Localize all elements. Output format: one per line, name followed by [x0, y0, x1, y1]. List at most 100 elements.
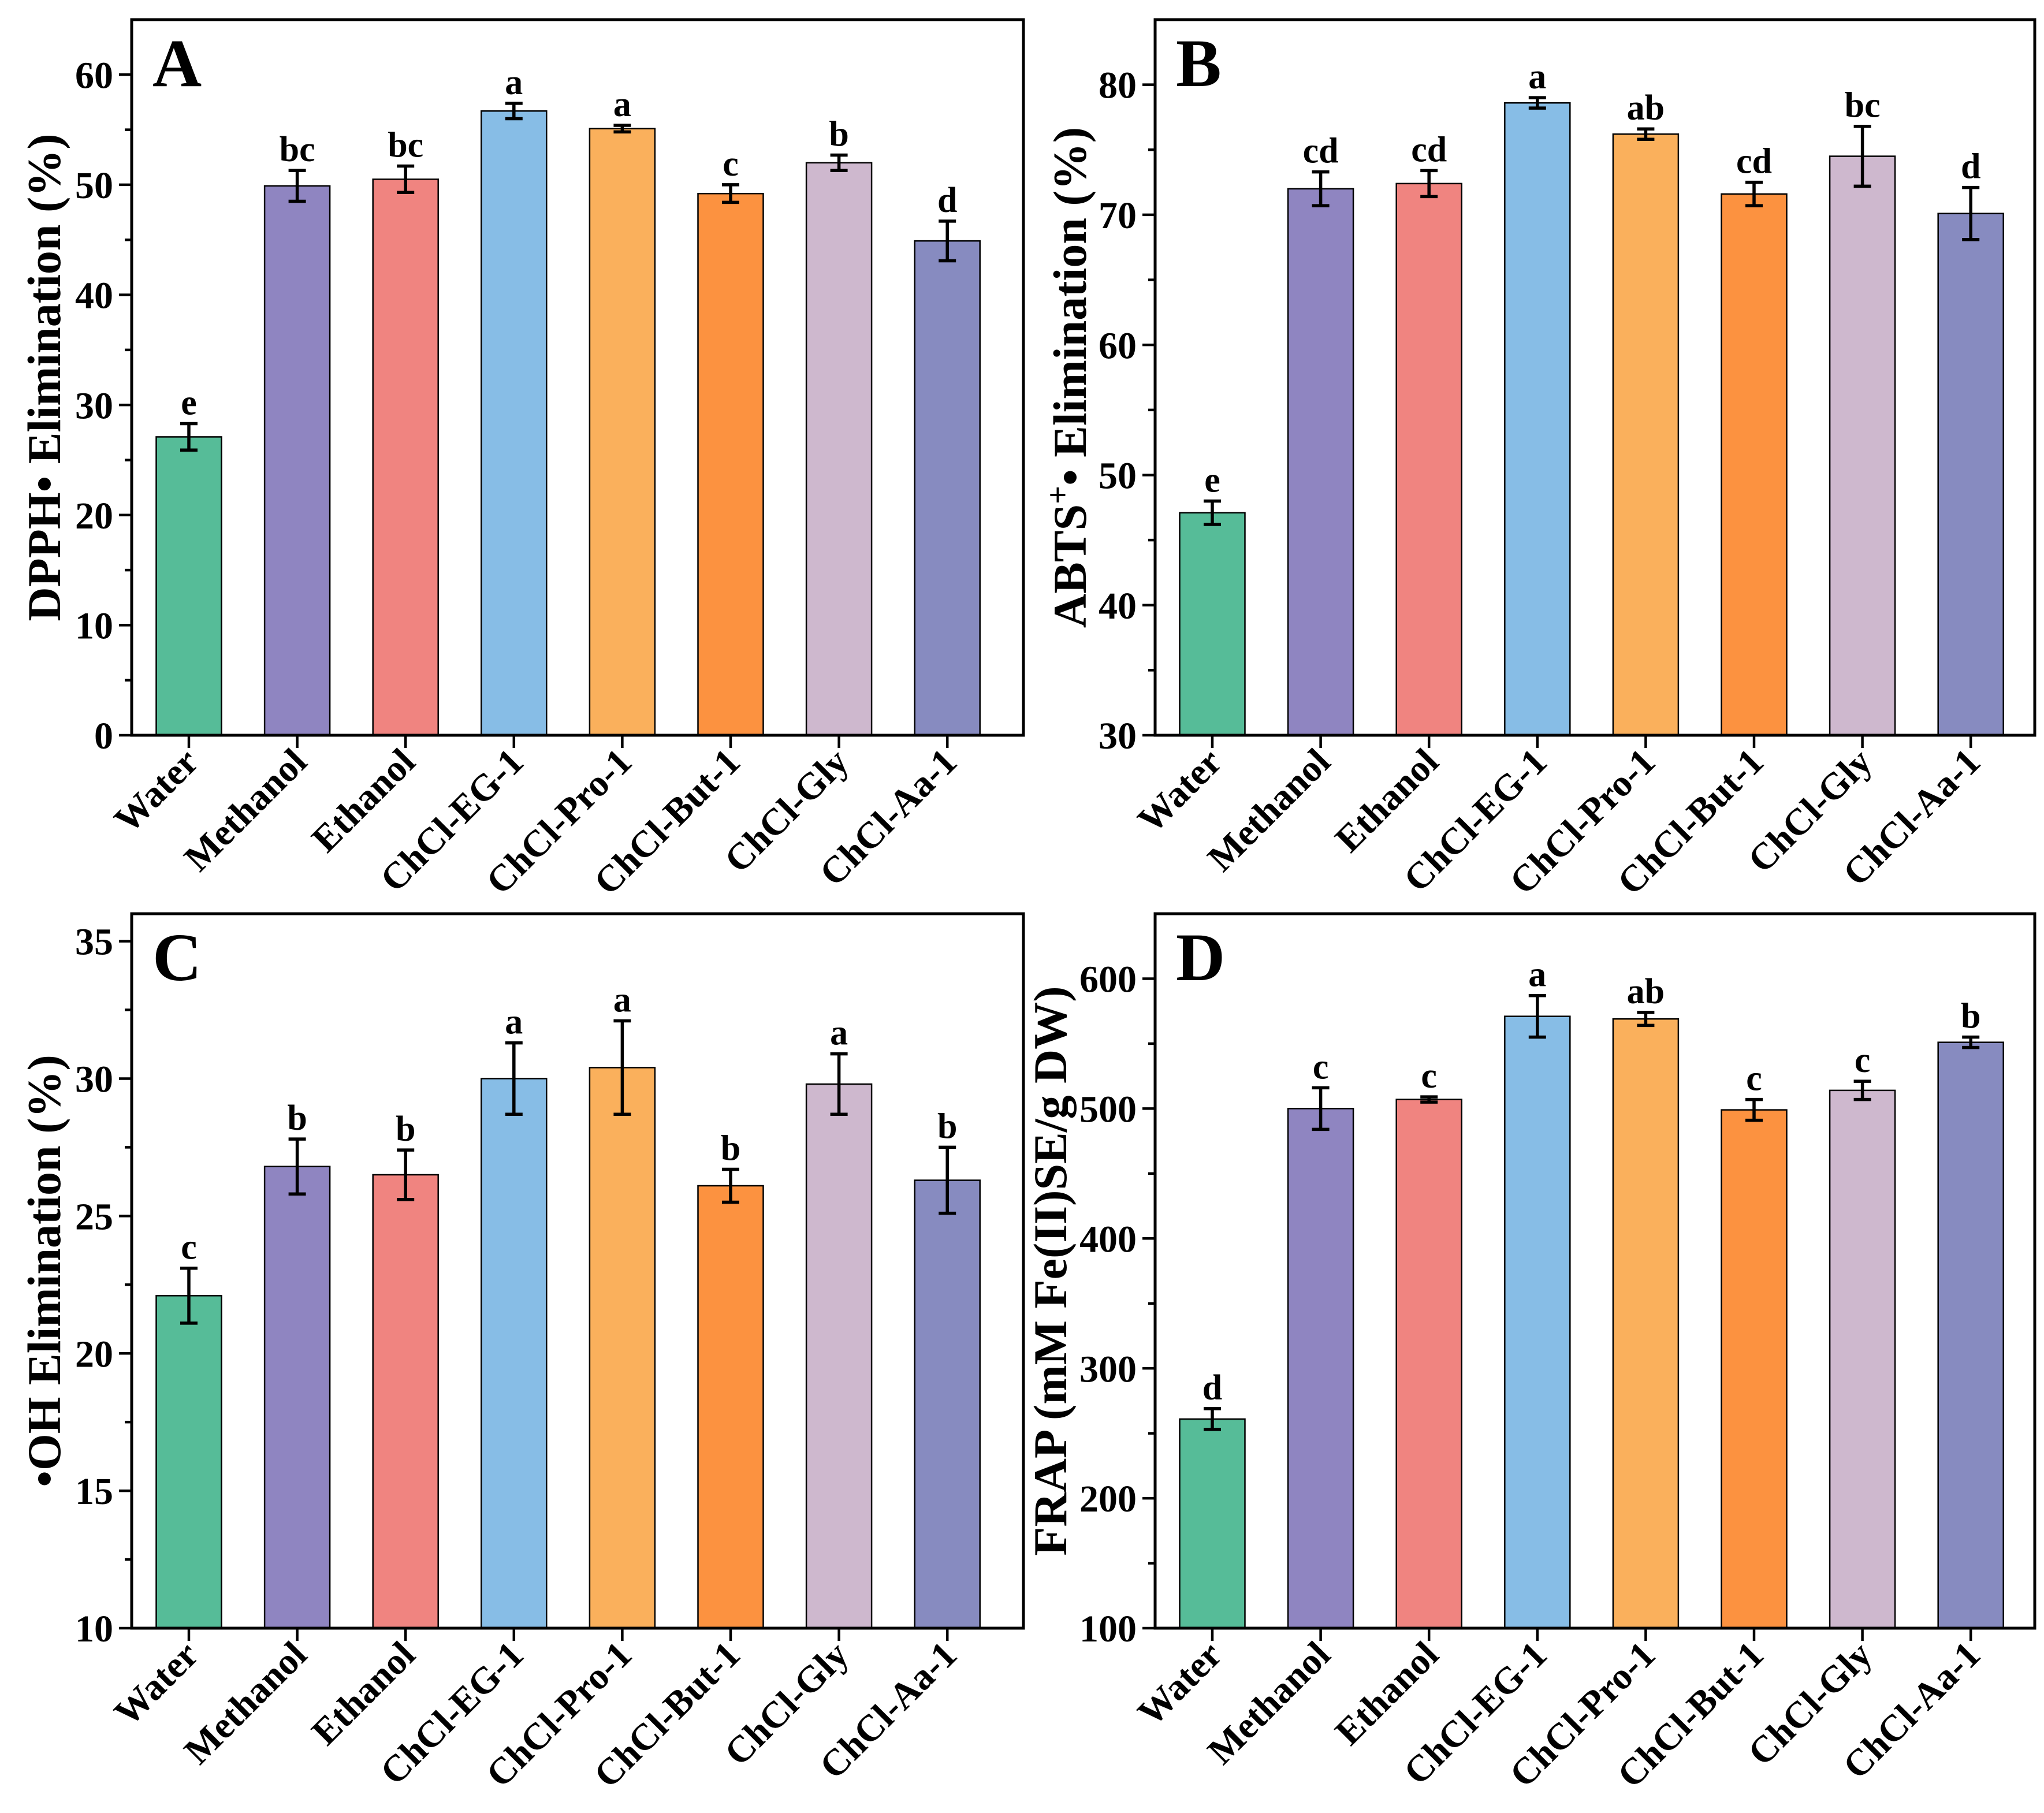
error-bar-water	[1204, 499, 1221, 526]
error-bar-water	[180, 1266, 198, 1325]
error-bar-chcl-eg-1	[505, 1041, 523, 1116]
y-axis: 0 10 20 30 40 50 60	[75, 54, 132, 757]
significance-letter-chcl-eg-1: a	[505, 1003, 523, 1042]
significance-letter-ethanol: b	[396, 1110, 415, 1149]
error-bar-chcl-aa-1	[939, 219, 956, 263]
x-tick-label-water: Water	[1130, 1634, 1230, 1734]
significance-letter-chcl-aa-1: b	[1961, 997, 1980, 1036]
significance-letter-water: e	[181, 384, 197, 423]
bar-water	[155, 436, 222, 736]
y-tick-label-30: 30	[75, 385, 113, 427]
y-tick-label-20: 20	[75, 1333, 113, 1375]
error-bar-chcl-aa-1	[939, 1145, 956, 1215]
x-tick-label-water: Water	[106, 741, 206, 841]
y-axis: 10 15 20 25 30 35	[75, 921, 132, 1650]
significance-letter-chcl-but-1: c	[1746, 1059, 1762, 1099]
y-axis-label: ABTS+• Elimination (%)	[1040, 127, 1096, 628]
y-tick-label-50: 50	[75, 165, 113, 207]
significance-letter-water: e	[1204, 461, 1220, 500]
bar-chcl-gly	[1829, 155, 1896, 736]
significance-letter-chcl-aa-1: b	[937, 1107, 957, 1146]
significance-letter-chcl-pro-1: ab	[1627, 88, 1665, 128]
y-tick-label-30: 30	[75, 1059, 113, 1101]
bar-ethanol	[1395, 1099, 1462, 1629]
panel-d: d c c a ab c c b WaterMethanolEthanolChCl-EG-1Ch…	[1024, 912, 2036, 1796]
error-bar-chcl-pro-1	[613, 124, 631, 134]
plot-frame	[1153, 912, 2036, 1630]
bar-chcl-but-1	[697, 192, 764, 736]
significance-letter-ethanol: cd	[1411, 130, 1447, 169]
x-tick-label-water: Water	[1130, 741, 1230, 841]
error-bars	[1204, 993, 1980, 1431]
significance-letters: e cd cd a ab cd bc d	[1204, 57, 1980, 500]
bar-chcl-eg-1	[481, 110, 548, 736]
y-tick-label-25: 25	[75, 1196, 113, 1238]
significance-letter-methanol: cd	[1303, 132, 1339, 171]
error-bar-methanol	[288, 1137, 306, 1196]
error-bars	[180, 1019, 956, 1325]
bar-water	[1179, 512, 1246, 736]
panel-a: e bc bc a a c b d WaterMethanolEthanolChCl-EG-1C…	[18, 18, 1025, 903]
y-axis: 100 200 300 400 500 600	[1079, 959, 1155, 1650]
bar-chcl-gly	[805, 1083, 873, 1629]
x-axis: WaterMethanolEthanolChCl-EG-1ChCl-Pro-1C…	[106, 1628, 965, 1796]
error-bar-chcl-pro-1	[1637, 127, 1655, 142]
error-bar-chcl-but-1	[722, 1167, 739, 1204]
error-bars	[180, 102, 956, 452]
panel-label: A	[152, 25, 202, 101]
significance-letter-chcl-eg-1: a	[1528, 57, 1546, 96]
significance-letter-chcl-pro-1: ab	[1627, 972, 1665, 1011]
error-bar-chcl-aa-1	[1962, 1035, 1980, 1049]
bar-ethanol	[1395, 183, 1462, 736]
bar-methanol	[1287, 1108, 1354, 1629]
bar-methanol	[263, 185, 331, 736]
bar-chcl-aa-1	[914, 240, 981, 736]
bar-chcl-pro-1	[1612, 1018, 1680, 1629]
y-tick-label-10: 10	[75, 1608, 113, 1650]
bar-water	[1179, 1418, 1246, 1629]
error-bar-chcl-pro-1	[613, 1019, 631, 1116]
y-axis-label: •OH Elimination (%)	[18, 1055, 70, 1487]
significance-letter-chcl-pro-1: a	[613, 85, 631, 124]
y-tick-label-20: 20	[75, 495, 113, 537]
y-tick-label-80: 80	[1099, 65, 1137, 107]
error-bar-ethanol	[397, 164, 415, 195]
y-tick-label-200: 200	[1079, 1478, 1137, 1520]
error-bar-chcl-eg-1	[1528, 993, 1546, 1039]
y-tick-label-60: 60	[1099, 325, 1137, 367]
bar-ethanol	[372, 178, 439, 736]
bars	[1179, 102, 2004, 736]
bar-chcl-but-1	[1721, 193, 1788, 736]
plot-frame	[1153, 18, 2036, 737]
error-bar-chcl-but-1	[1745, 1097, 1763, 1122]
error-bar-chcl-but-1	[722, 183, 739, 204]
y-tick-label-30: 30	[1099, 715, 1137, 757]
error-bar-water	[180, 422, 198, 452]
error-bar-methanol	[1312, 1086, 1330, 1131]
bar-chcl-eg-1	[481, 1078, 548, 1629]
y-tick-label-600: 600	[1079, 959, 1137, 1001]
y-axis-label-text: ABTS	[1044, 504, 1096, 628]
bar-chcl-aa-1	[1937, 213, 2004, 736]
y-tick-label-400: 400	[1079, 1218, 1137, 1260]
y-tick-label-500: 500	[1079, 1088, 1137, 1130]
panel-label: C	[152, 919, 202, 995]
y-axis-label-text: •OH Elimination (%)	[18, 1055, 70, 1487]
significance-letter-chcl-gly: b	[829, 114, 848, 154]
x-axis: WaterMethanolEthanolChCl-EG-1ChCl-Pro-1C…	[106, 735, 965, 903]
significance-letter-chcl-pro-1: a	[613, 981, 631, 1020]
bar-chcl-aa-1	[914, 1179, 981, 1629]
bar-chcl-gly	[805, 162, 873, 736]
plot-frame	[130, 912, 1025, 1630]
bar-ethanol	[372, 1174, 439, 1629]
error-bar-chcl-gly	[1853, 1079, 1871, 1101]
error-bar-chcl-eg-1	[505, 102, 523, 121]
bars	[155, 1067, 981, 1629]
y-axis-label-superscript: +	[1040, 486, 1076, 504]
significance-letter-chcl-but-1: b	[721, 1129, 740, 1168]
y-axis-label: FRAP (mM Fe(II)SE/g DW)	[1024, 986, 1077, 1555]
significance-letter-chcl-eg-1: a	[1528, 955, 1546, 995]
bar-chcl-pro-1	[589, 128, 656, 736]
error-bar-chcl-gly	[830, 1052, 848, 1116]
